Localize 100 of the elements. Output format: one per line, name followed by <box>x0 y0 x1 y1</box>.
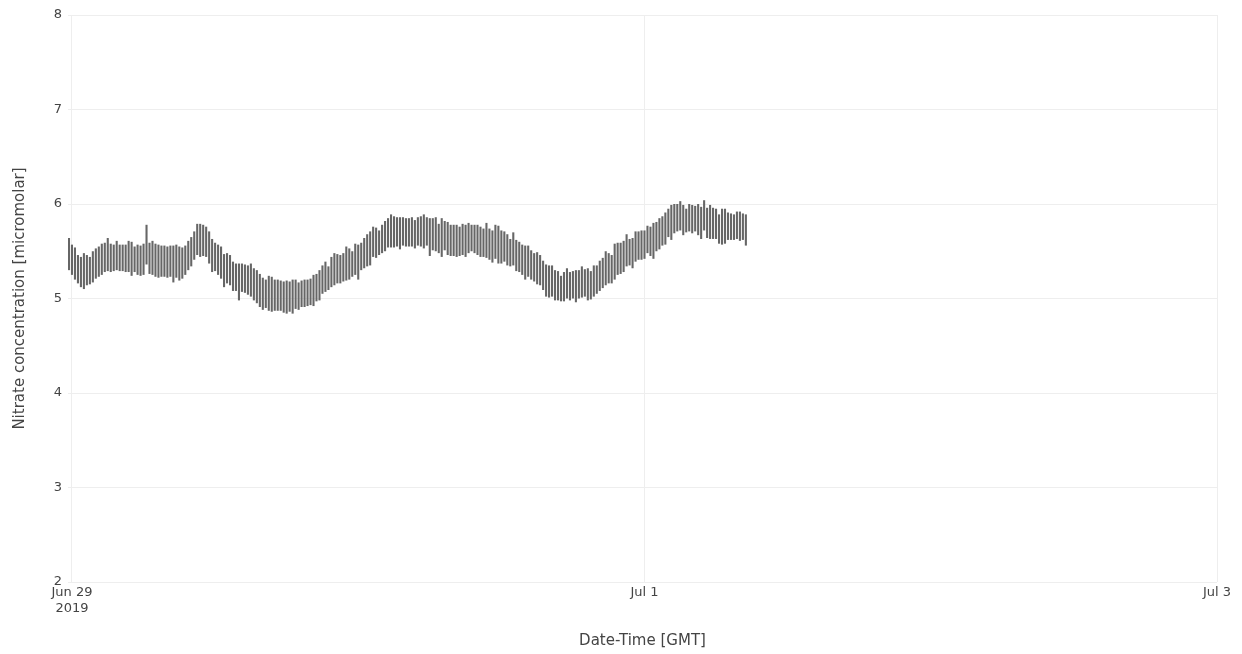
bar <box>375 227 378 258</box>
bar <box>664 212 667 245</box>
bar <box>729 213 733 240</box>
bar <box>470 224 473 252</box>
bar <box>464 224 467 257</box>
bar <box>85 255 88 286</box>
bar <box>670 204 673 240</box>
bar <box>685 208 688 233</box>
bar <box>333 253 336 286</box>
bar <box>184 245 187 275</box>
bar <box>97 246 100 277</box>
bar <box>199 223 202 257</box>
bar <box>536 252 539 285</box>
bar <box>357 244 360 280</box>
bar <box>381 224 384 254</box>
y-axis-title: Nitrate concentration [micromolar] <box>9 167 28 430</box>
bar <box>556 271 560 301</box>
bar <box>106 238 109 272</box>
bar <box>82 253 85 290</box>
y-tick-label: 6 <box>53 195 62 211</box>
bar <box>682 204 685 236</box>
bar <box>237 263 240 301</box>
bar <box>270 276 273 312</box>
y-tick-label: 8 <box>53 6 62 22</box>
bar <box>115 240 118 271</box>
bar <box>640 230 643 260</box>
bar <box>449 224 452 256</box>
bar <box>598 260 601 291</box>
y-tick-label: 7 <box>53 100 62 116</box>
bar <box>688 204 691 232</box>
bar <box>225 253 229 284</box>
bar <box>246 265 249 295</box>
bar <box>458 226 461 256</box>
bar <box>249 263 252 297</box>
bar <box>643 230 646 259</box>
bar <box>79 256 82 288</box>
bar <box>410 217 413 247</box>
bar <box>124 244 127 273</box>
bar <box>100 243 103 275</box>
bar <box>255 270 258 304</box>
bar <box>473 224 476 254</box>
bar <box>151 240 154 275</box>
bar <box>175 244 178 278</box>
bar <box>476 224 479 256</box>
bar <box>285 280 288 314</box>
bar <box>345 246 348 281</box>
bar <box>202 224 205 256</box>
bar <box>243 264 246 293</box>
bar <box>330 256 333 288</box>
y-tick-label: 4 <box>53 384 62 400</box>
bar <box>500 230 503 264</box>
bar <box>288 281 291 312</box>
bar <box>258 273 261 308</box>
bar <box>712 207 715 239</box>
bar <box>419 216 422 247</box>
bar <box>264 279 267 308</box>
bar <box>539 255 542 286</box>
bar <box>658 218 661 250</box>
bar <box>252 268 255 301</box>
bar <box>649 226 652 256</box>
bar <box>574 270 577 303</box>
bar <box>282 281 285 313</box>
bar <box>479 226 482 257</box>
bar <box>94 248 97 279</box>
bar <box>181 247 184 279</box>
bar <box>577 270 580 299</box>
bar <box>389 214 393 248</box>
bar <box>676 204 679 232</box>
bar <box>276 279 279 311</box>
bar <box>401 217 404 246</box>
bar <box>583 269 586 297</box>
bar <box>363 238 366 269</box>
bar <box>452 224 455 256</box>
bar <box>551 265 554 297</box>
bar <box>720 208 724 245</box>
bar <box>112 244 115 272</box>
bar <box>214 242 217 272</box>
bar <box>485 222 488 258</box>
bar <box>709 204 712 239</box>
bar <box>279 280 282 311</box>
bar <box>384 221 387 252</box>
bar <box>533 253 536 282</box>
bar <box>154 243 157 277</box>
bar <box>336 254 339 284</box>
bar <box>392 216 396 248</box>
bar <box>530 250 533 280</box>
bar <box>118 244 121 272</box>
bar <box>366 234 369 267</box>
y-tick-label: 3 <box>53 478 62 494</box>
bar <box>446 221 449 256</box>
bar <box>613 243 616 280</box>
bar <box>652 222 655 259</box>
bar <box>163 245 166 277</box>
bar <box>324 261 327 292</box>
bar <box>136 244 139 275</box>
bar <box>303 279 306 308</box>
bar <box>691 204 694 234</box>
bar <box>261 277 264 310</box>
bar <box>571 271 574 299</box>
bar <box>694 205 697 232</box>
